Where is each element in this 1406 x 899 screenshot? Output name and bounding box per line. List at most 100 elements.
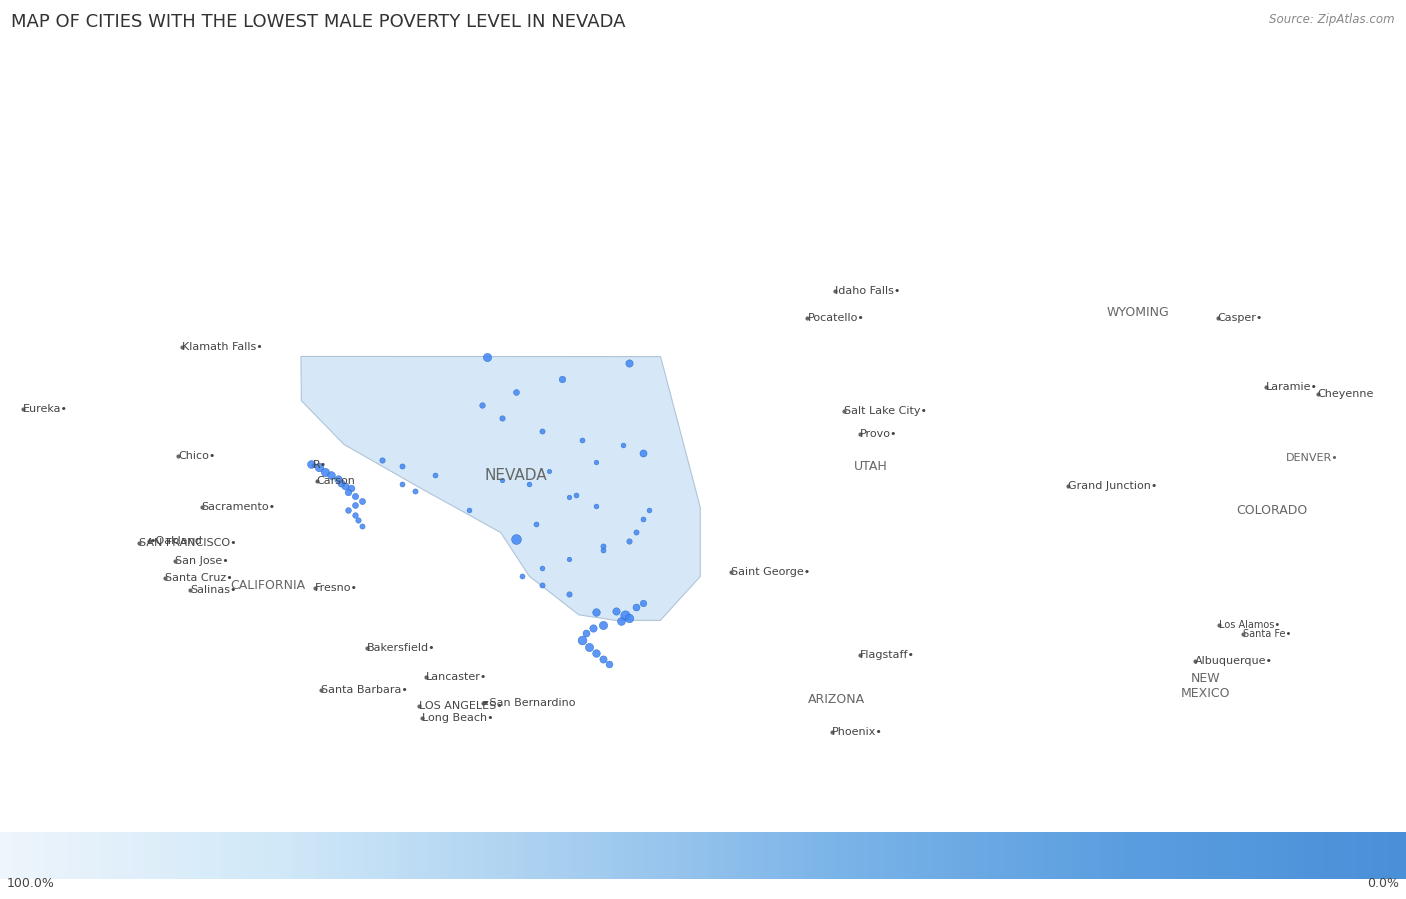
Point [592,539,614,553]
Text: UTAH: UTAH [853,460,887,473]
Point [575,627,598,641]
Point [524,516,547,530]
Text: Los Alamos•: Los Alamos• [1219,620,1279,630]
Point [391,459,413,474]
Text: COLORADO: COLORADO [1236,504,1308,517]
Point [505,385,527,399]
Text: Salinas•: Salinas• [190,585,236,595]
Text: Albuquerque•: Albuquerque• [1195,655,1272,666]
Point [613,608,636,622]
Text: Long Beach•: Long Beach• [422,713,494,724]
Text: Provo•: Provo• [860,430,898,440]
Point [585,499,607,513]
Text: LOS ANGELES•: LOS ANGELES• [419,701,503,711]
Point [491,473,513,487]
Point [350,519,373,533]
Point [337,503,360,518]
Point [340,481,363,495]
Text: Santa Cruz•: Santa Cruz• [166,573,233,583]
Text: Santa Fe•: Santa Fe• [1243,629,1291,639]
Point [531,560,554,574]
Point [624,525,647,539]
Point [612,437,634,451]
Point [321,468,343,483]
Text: Salt Lake City•: Salt Lake City• [844,406,928,416]
Text: Lancaster•: Lancaster• [426,672,488,682]
Point [326,472,349,486]
Text: 100.0%: 100.0% [7,877,55,890]
Text: Carson: Carson [316,476,356,485]
Text: Laramie•: Laramie• [1265,382,1317,392]
Text: •Oakland: •Oakland [149,536,202,546]
Point [610,614,633,628]
Point [631,512,654,527]
Point [350,494,373,508]
Polygon shape [301,356,700,620]
Point [558,587,581,601]
Point [505,532,527,547]
Point [330,476,353,490]
Text: Fresno•: Fresno• [315,583,359,592]
Text: Phoenix•: Phoenix• [832,727,883,737]
Point [471,397,494,412]
Point [308,460,330,475]
Point [631,446,654,460]
Text: Santa Barbara•: Santa Barbara• [322,685,408,695]
Point [343,498,366,512]
Text: WYOMING: WYOMING [1107,307,1170,319]
Point [537,464,560,478]
Text: Bakersfield•: Bakersfield• [367,643,436,653]
Point [347,513,370,528]
Point [578,639,600,654]
Point [343,508,366,522]
Point [619,534,641,548]
Text: NEVADA: NEVADA [484,467,547,483]
Text: Chico•: Chico• [179,451,215,461]
Text: Casper•: Casper• [1218,314,1263,324]
Point [598,657,620,672]
Point [571,433,593,448]
Text: DENVER•: DENVER• [1286,453,1339,463]
Text: •San Bernardino: •San Bernardino [482,699,575,708]
Point [531,578,554,592]
Point [337,485,360,499]
Point [314,465,336,479]
Point [517,476,540,491]
Point [510,569,533,583]
Point [585,646,607,661]
Text: CALIFORNIA: CALIFORNIA [231,579,305,592]
Point [605,603,627,618]
Point [624,600,647,614]
Point [619,611,641,626]
Point [425,468,447,483]
Text: Pocatello•: Pocatello• [807,314,865,324]
Point [391,476,413,491]
Point [558,552,581,566]
Text: Source: ZipAtlas.com: Source: ZipAtlas.com [1270,13,1395,26]
Text: Grand Junction•: Grand Junction• [1069,481,1157,491]
Point [457,503,479,518]
Text: San Jose•: San Jose• [174,556,229,566]
Point [558,490,581,504]
Text: 0.0%: 0.0% [1367,877,1399,890]
Point [333,479,356,494]
Point [343,489,366,503]
Point [631,595,654,610]
Point [592,543,614,557]
Text: ARIZONA: ARIZONA [808,693,866,706]
Point [370,453,392,467]
Point [551,371,574,386]
Point [585,455,607,469]
Text: Saint George•: Saint George• [731,567,810,577]
Point [592,652,614,666]
Point [299,457,322,471]
Point [571,633,593,647]
Point [404,484,426,498]
Text: SAN FRANCISCO•: SAN FRANCISCO• [139,538,236,547]
Point [491,411,513,425]
Point [531,424,554,439]
Point [477,350,499,364]
Text: MAP OF CITIES WITH THE LOWEST MALE POVERTY LEVEL IN NEVADA: MAP OF CITIES WITH THE LOWEST MALE POVER… [11,13,626,31]
Point [581,621,603,636]
Text: Sacramento•: Sacramento• [201,502,276,512]
